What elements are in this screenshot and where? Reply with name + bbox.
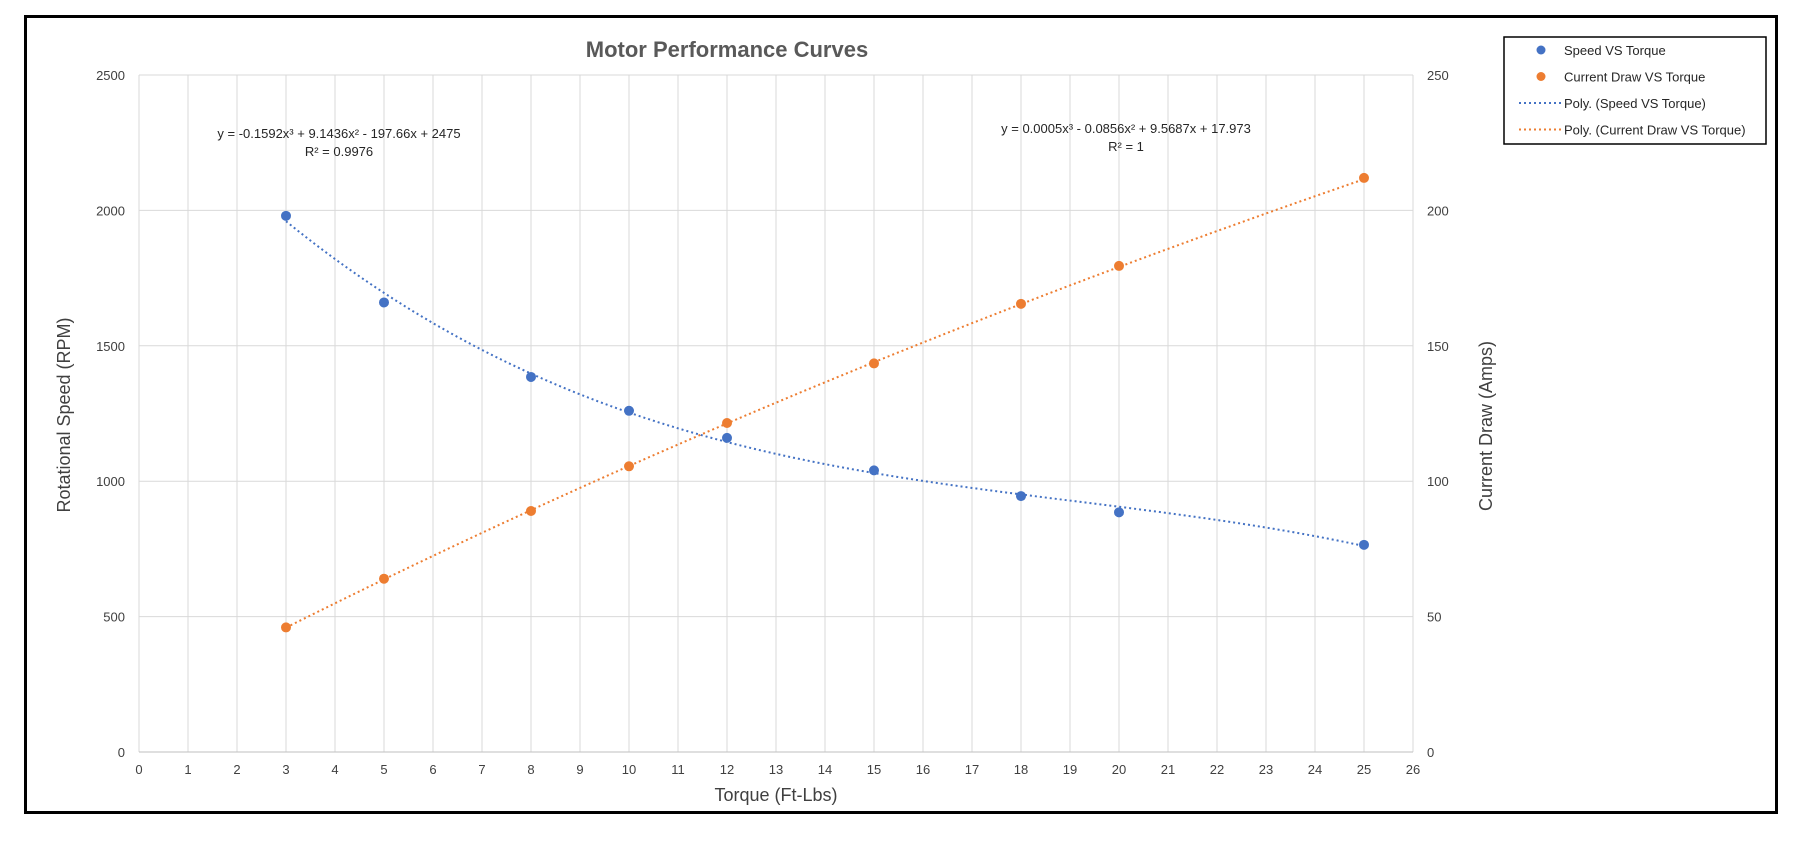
- x-tick-label: 26: [1406, 762, 1420, 777]
- data-point-1: [869, 358, 879, 369]
- legend-label: Poly. (Speed VS Torque): [1564, 96, 1706, 111]
- y2-tick-label: 250: [1427, 68, 1449, 83]
- x-tick-label: 22: [1210, 762, 1224, 777]
- x-tick-label: 9: [576, 762, 583, 777]
- y-tick-label: 500: [103, 610, 125, 625]
- x-tick-label: 17: [965, 762, 979, 777]
- data-point-0: [1114, 507, 1124, 518]
- x-tick-label: 10: [622, 762, 636, 777]
- legend-box: [1503, 36, 1767, 145]
- y-tick-label: 1500: [96, 339, 125, 354]
- x-tick-label: 24: [1308, 762, 1322, 777]
- x-tick-label: 12: [720, 762, 734, 777]
- legend-marker: [1536, 72, 1546, 81]
- trendline-equation: y = -0.1592x³ + 9.1436x² - 197.66x + 247…: [217, 126, 460, 141]
- legend-label: Poly. (Current Draw VS Torque): [1564, 123, 1746, 138]
- y2-tick-label: 150: [1427, 339, 1449, 354]
- legend-label: Speed VS Torque: [1564, 43, 1666, 58]
- trendline-equation: y = 0.0005x³ - 0.0856x² + 9.5687x + 17.9…: [1001, 121, 1251, 136]
- y2-tick-label: 100: [1427, 474, 1449, 489]
- x-tick-label: 20: [1112, 762, 1126, 777]
- data-point-0: [1016, 491, 1026, 502]
- x-tick-label: 25: [1357, 762, 1371, 777]
- data-point-0: [624, 405, 634, 416]
- data-point-0: [526, 371, 536, 382]
- y-tick-label: 2500: [96, 68, 125, 83]
- data-point-0: [379, 297, 389, 308]
- data-point-1: [624, 461, 634, 472]
- y2-tick-label: 200: [1427, 203, 1449, 218]
- x-tick-label: 15: [867, 762, 881, 777]
- y-tick-label: 2000: [96, 203, 125, 218]
- x-tick-label: 23: [1259, 762, 1273, 777]
- x-tick-label: 7: [478, 762, 485, 777]
- data-point-0: [722, 432, 732, 443]
- x-tick-label: 16: [916, 762, 930, 777]
- data-point-0: [1359, 539, 1369, 550]
- chart-frame: [24, 15, 1778, 814]
- data-point-1: [1114, 260, 1124, 271]
- x-tick-label: 11: [671, 762, 685, 777]
- y-axis-title: Rotational Speed (RPM): [54, 317, 74, 512]
- x-tick-label: 14: [818, 762, 832, 777]
- data-point-0: [281, 210, 291, 221]
- x-tick-label: 13: [769, 762, 783, 777]
- legend-marker: [1536, 45, 1546, 55]
- y2-axis-title: Current Draw (Amps): [1476, 341, 1496, 511]
- x-tick-label: 8: [527, 762, 534, 777]
- data-point-0: [869, 465, 879, 476]
- y-tick-label: 1000: [96, 474, 125, 489]
- x-tick-label: 19: [1063, 762, 1077, 777]
- x-tick-label: 4: [331, 762, 338, 777]
- x-tick-label: 5: [380, 762, 387, 777]
- x-tick-label: 0: [135, 762, 142, 777]
- x-tick-label: 21: [1161, 762, 1175, 777]
- trendline-r-squared: R² = 0.9976: [305, 144, 373, 159]
- data-point-1: [281, 622, 291, 633]
- x-tick-label: 2: [233, 762, 240, 777]
- y2-tick-label: 0: [1427, 745, 1434, 760]
- trendline-r-squared: R² = 1: [1108, 139, 1144, 154]
- x-tick-label: 3: [282, 762, 289, 777]
- data-point-1: [1016, 298, 1026, 309]
- data-point-1: [722, 417, 732, 428]
- x-tick-label: 1: [184, 762, 191, 777]
- data-point-1: [1359, 172, 1369, 183]
- x-tick-label: 18: [1014, 762, 1028, 777]
- data-point-1: [526, 505, 536, 516]
- legend-label: Current Draw VS Torque: [1564, 70, 1705, 85]
- chart-title: Motor Performance Curves: [586, 37, 868, 62]
- data-point-1: [379, 573, 389, 584]
- x-axis-title: Torque (Ft-Lbs): [714, 785, 837, 805]
- y-tick-label: 0: [118, 745, 125, 760]
- y2-tick-label: 50: [1427, 610, 1441, 625]
- trendline-0: [285, 220, 1365, 547]
- x-tick-label: 6: [429, 762, 436, 777]
